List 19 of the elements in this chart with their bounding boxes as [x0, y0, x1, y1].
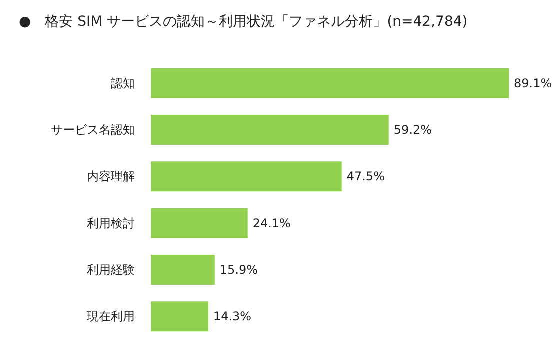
bar: [151, 255, 215, 285]
bar: [151, 68, 509, 98]
y-tick-label: サービス名認知: [51, 123, 135, 137]
y-tick-label: 利用検討: [87, 216, 135, 230]
bar: [151, 208, 248, 238]
y-tick-label: 利用経験: [87, 263, 135, 277]
data-label: 15.9%: [220, 263, 258, 277]
y-tick-label: 現在利用: [87, 310, 135, 324]
y-tick-label: 認知: [111, 76, 135, 90]
data-label: 14.3%: [213, 310, 252, 324]
bar: [151, 302, 208, 332]
bar: [151, 162, 342, 192]
data-label: 24.1%: [252, 216, 291, 230]
data-label: 59.2%: [394, 123, 432, 137]
data-label: 89.1%: [514, 76, 552, 90]
y-tick-label: 内容理解: [87, 170, 135, 184]
bar: [151, 115, 389, 145]
data-label: 47.5%: [346, 170, 385, 184]
chart-title: ● 格安 SIM サービスの認知～利用状況「ファネル分析」(n=42,784): [19, 14, 468, 30]
